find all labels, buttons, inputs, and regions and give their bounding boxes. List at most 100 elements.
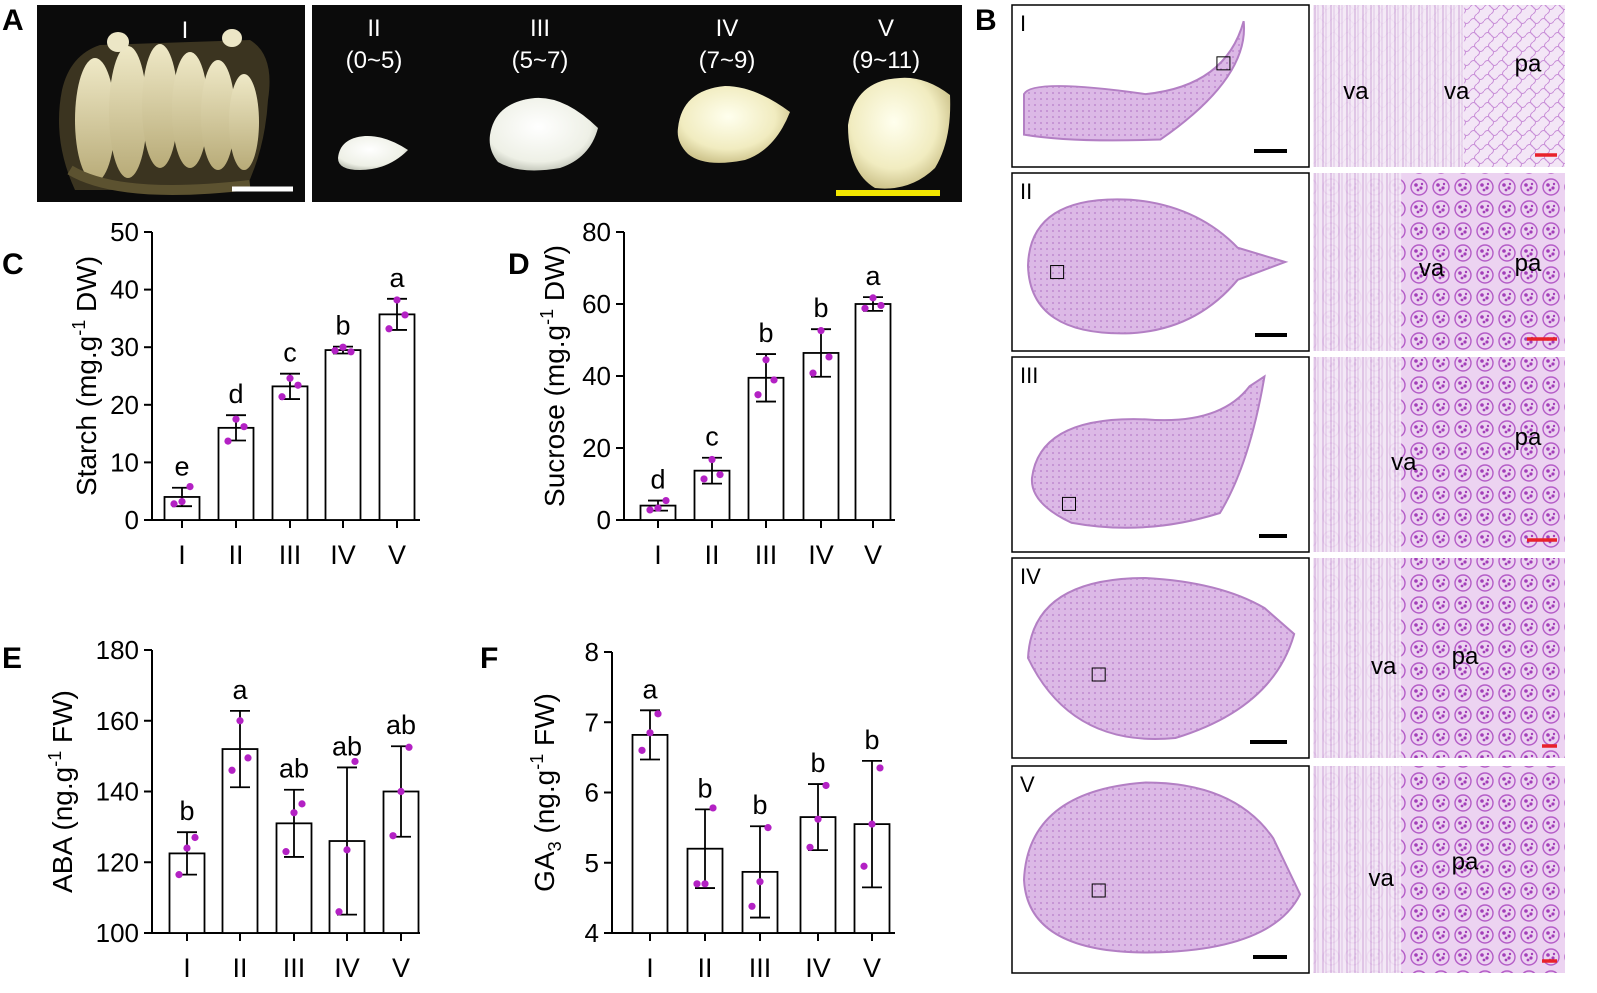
bar <box>631 733 669 934</box>
kernel-stage-iii <box>489 97 598 171</box>
significance-letter: e <box>174 452 189 482</box>
replicate-point <box>298 800 306 808</box>
panel-letter-f: F <box>480 642 498 675</box>
y-axis-label: GA3 (ng.g-1 FW) <box>527 693 565 892</box>
replicate-point <box>764 824 772 832</box>
replicate-point <box>385 325 393 333</box>
x-tick-label: IV <box>334 953 360 983</box>
replicate-point <box>347 348 355 356</box>
replicate-point <box>244 754 252 762</box>
y-tick-label: 5 <box>585 848 599 878</box>
y-tick-label: 10 <box>110 447 139 477</box>
histology-row-1: Iva va pa <box>1011 4 1565 168</box>
replicate-point <box>748 902 756 910</box>
x-tick-label: IV <box>330 540 356 570</box>
photo-stage-range-v: (9~11) <box>852 47 920 74</box>
replicate-point <box>806 843 814 851</box>
tissue-label-pa: pa <box>1515 50 1542 77</box>
replicate-point <box>770 376 778 384</box>
replicate-point <box>654 710 662 718</box>
replicate-point <box>701 880 709 888</box>
bar <box>854 303 892 521</box>
zoom-region-box <box>1216 56 1231 71</box>
x-tick-label: V <box>388 540 406 570</box>
zoom-region-box <box>1061 496 1076 511</box>
significance-letter: b <box>864 725 879 755</box>
significance-letter: a <box>232 675 248 705</box>
photo-stage-label-i: I <box>182 17 189 44</box>
replicate-point <box>183 844 191 852</box>
vascular-region <box>1313 766 1402 973</box>
x-tick-label: II <box>697 953 712 983</box>
y-tick-label: 40 <box>582 361 611 391</box>
significance-letter: b <box>179 796 194 826</box>
photo-stage-range-iii: (5~7) <box>512 47 569 74</box>
replicate-point <box>294 381 302 389</box>
x-tick-label: I <box>178 540 186 570</box>
replicate-point <box>756 878 764 886</box>
tissue-label-pa: pa <box>1452 849 1479 876</box>
y-tick-label: 7 <box>585 707 599 737</box>
inflorescence-photo <box>58 29 270 195</box>
replicate-point <box>236 717 244 725</box>
significance-letter: a <box>642 674 658 704</box>
x-tick-label: V <box>863 953 881 983</box>
x-tick-label: III <box>755 540 778 570</box>
replicate-point <box>877 301 885 310</box>
zoom-region-box <box>1091 667 1106 682</box>
replicate-point <box>700 475 708 483</box>
histology-row-label: V <box>1020 772 1035 797</box>
replicate-point <box>662 496 670 505</box>
replicate-point <box>646 506 654 514</box>
replicate-point <box>393 296 401 304</box>
panel-letter-b: B <box>975 4 997 37</box>
bar <box>378 313 416 521</box>
replicate-point <box>762 356 770 364</box>
significance-letter: c <box>705 422 719 452</box>
photo-kernels <box>312 5 962 202</box>
seed-section <box>1022 781 1302 954</box>
replicate-point <box>638 746 646 754</box>
tissue-label-pa: pa <box>1515 424 1542 451</box>
histology-row-3: III va pa <box>1011 356 1565 553</box>
significance-letter: c <box>283 338 297 368</box>
chart-e: 100 120 140 160 180 ABA (ng.g-1 FW) Ib II a III ab… <box>45 635 420 983</box>
replicate-point <box>278 393 286 401</box>
x-tick-label: II <box>232 953 247 983</box>
replicate-point <box>646 729 654 737</box>
photo-stage-label-iii: III <box>530 15 550 42</box>
y-tick-label: 140 <box>96 777 139 807</box>
replicate-point <box>389 832 397 840</box>
x-tick-label: IV <box>805 953 831 983</box>
replicate-point <box>290 809 298 817</box>
tissue-label-va: va <box>1391 449 1417 476</box>
x-tick-label: I <box>183 953 191 983</box>
bar <box>217 426 255 521</box>
significance-letter: d <box>228 379 243 409</box>
photo-stage-label-ii: II <box>367 15 380 42</box>
replicate-point <box>401 311 409 319</box>
panel-b: Iva va pa II va pa III va pa IV va pa Vva pa <box>1011 4 1565 974</box>
replicate-point <box>654 504 662 512</box>
replicate-point <box>817 327 825 335</box>
y-tick-label: 100 <box>96 918 139 948</box>
replicate-point <box>335 908 343 916</box>
y-tick-label: 160 <box>96 706 139 736</box>
photo-stage-label-iv: IV <box>716 15 739 42</box>
replicate-point <box>825 353 833 361</box>
significance-letter: ab <box>332 731 362 761</box>
kernel-stage-iv <box>677 86 790 163</box>
histology-row-label: I <box>1020 11 1026 36</box>
x-tick-label: V <box>864 540 882 570</box>
significance-letter: d <box>650 465 665 495</box>
replicate-point <box>224 437 232 445</box>
x-tick-label: I <box>646 953 654 983</box>
photo-stage-range-ii: (0~5) <box>346 47 403 74</box>
zoom-region-box <box>1050 265 1065 280</box>
y-tick-label: 6 <box>585 778 599 808</box>
tissue-label-pa: pa <box>1452 643 1479 670</box>
replicate-point <box>240 423 248 431</box>
significance-letter: b <box>810 748 825 778</box>
